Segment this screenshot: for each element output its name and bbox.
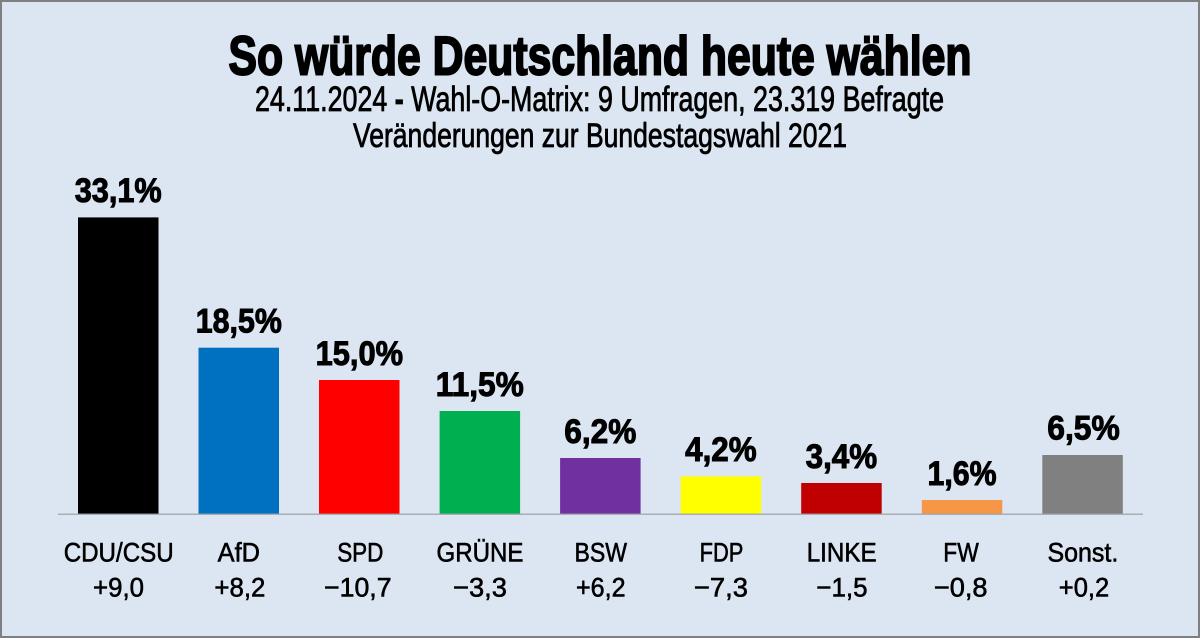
svg-text:6,2%: 6,2% <box>564 413 636 451</box>
svg-text:33,1%: 33,1% <box>75 172 162 210</box>
svg-text:LINKE: LINKE <box>807 538 877 568</box>
svg-text:−7,3: −7,3 <box>694 573 748 603</box>
svg-text:24.11.2024 - Wahl-O-Matrix: 9: 24.11.2024 - Wahl-O-Matrix: 9 Umfragen, … <box>255 80 944 119</box>
svg-text:15,0%: 15,0% <box>316 335 403 373</box>
svg-text:Veränderungen zur Bundestagswa: Veränderungen zur Bundestagswahl 2021 <box>353 117 847 155</box>
svg-text:−0,8: −0,8 <box>934 573 988 603</box>
svg-text:−3,3: −3,3 <box>453 573 507 603</box>
svg-text:GRÜNE: GRÜNE <box>437 538 524 568</box>
svg-text:1,6%: 1,6% <box>928 455 997 493</box>
svg-text:FDP: FDP <box>700 538 744 568</box>
svg-text:CDU/CSU: CDU/CSU <box>64 538 174 568</box>
svg-text:−10,7: −10,7 <box>324 573 392 603</box>
svg-text:Sonst.: Sonst. <box>1048 538 1119 568</box>
svg-text:FW: FW <box>943 538 979 568</box>
svg-text:+0,2: +0,2 <box>1059 573 1109 603</box>
svg-text:+8,2: +8,2 <box>214 573 265 603</box>
svg-text:SPD: SPD <box>337 538 383 568</box>
svg-text:4,2%: 4,2% <box>685 431 757 469</box>
svg-text:AfD: AfD <box>218 538 260 568</box>
svg-text:BSW: BSW <box>575 538 628 568</box>
svg-text:−1,5: −1,5 <box>816 573 867 603</box>
svg-text:11,5%: 11,5% <box>436 366 524 404</box>
svg-text:+6,2: +6,2 <box>576 573 626 603</box>
svg-text:18,5%: 18,5% <box>196 303 282 341</box>
svg-text:6,5%: 6,5% <box>1047 410 1120 448</box>
svg-text:3,4%: 3,4% <box>806 438 878 476</box>
svg-text:So würde Deutschland heute wäh: So würde Deutschland heute wählen <box>229 25 972 87</box>
svg-text:+9,0: +9,0 <box>93 573 144 603</box>
